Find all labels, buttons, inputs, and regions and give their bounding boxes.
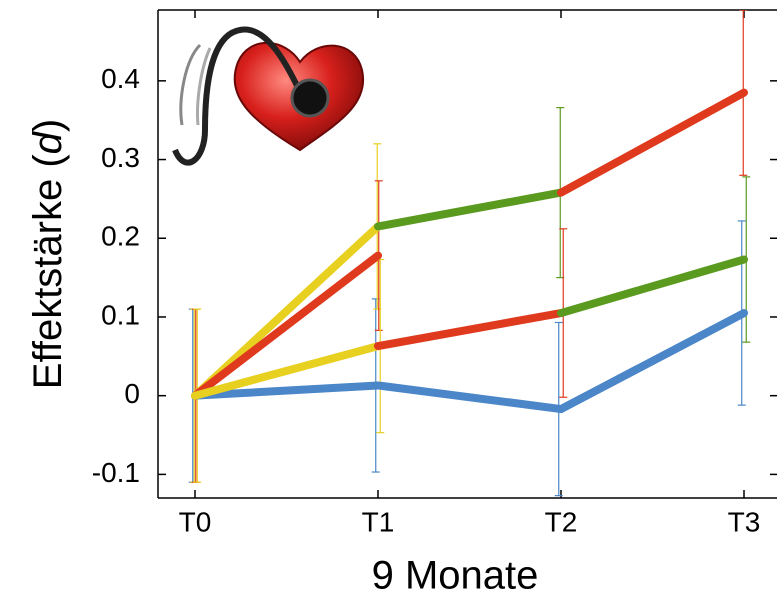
line-segment [378,313,561,346]
y-tick-label: 0.1 [101,299,140,330]
y-axis-label-part: Effektstärke ( [26,154,70,390]
y-tick-label: -0.1 [92,457,140,488]
line-segment [378,193,561,227]
y-axis-label-part: d [26,130,70,154]
line-segment [561,313,744,409]
chart: 9 Monate Effektstärke (d) -0.1 0 0.1 0.2 0.3… [0,0,777,605]
x-tick-label: T3 [728,506,761,537]
x-axis-label: 9 Monate [372,554,539,598]
y-tick-label: 0.3 [101,142,140,173]
y-tick-label: 0.2 [101,221,140,252]
y-tick-label: 0 [124,378,140,409]
decoration-heart [175,30,363,163]
line-segment [561,93,744,193]
x-tick-label: T0 [179,506,212,537]
y-tick-label: 0.4 [101,63,140,94]
y-axis-label-part: ) [26,119,70,132]
x-tick-label: T1 [362,506,395,537]
line-segment [378,385,561,409]
y-axis-label: Effektstärke (d) [26,119,70,389]
line-segment [561,260,744,314]
page: {"chart_data": {"type": "line", "ylabel_… [0,0,777,605]
x-tick-label: T2 [545,506,578,537]
